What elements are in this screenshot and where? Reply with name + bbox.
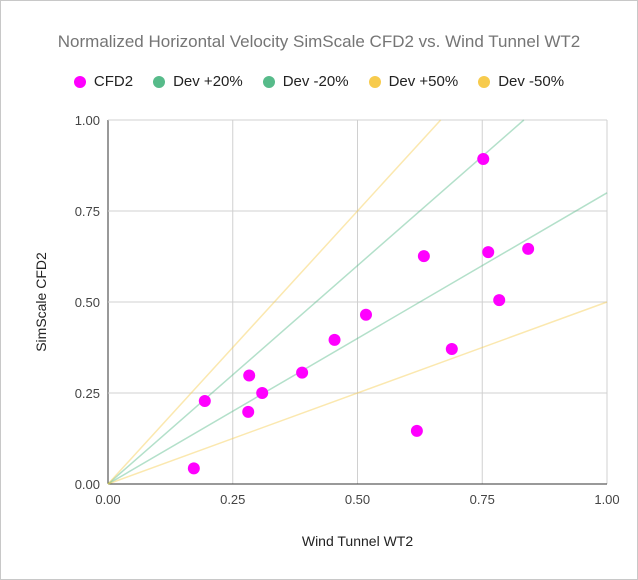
data-point <box>187 462 200 475</box>
data-point <box>359 308 372 321</box>
legend-item[interactable]: Dev -50% <box>478 73 564 90</box>
y-tick-label: 1.00 <box>75 113 100 128</box>
deviation-line <box>107 119 525 485</box>
legend-marker-icon <box>478 75 491 88</box>
legend-item[interactable]: Dev +20% <box>153 73 243 90</box>
legend-item[interactable]: CFD2 <box>73 73 134 90</box>
y-tick-label: 0.25 <box>75 386 100 401</box>
data-point <box>242 405 255 418</box>
data-point <box>328 333 341 346</box>
data-point <box>243 369 256 382</box>
data-point <box>522 242 535 255</box>
y-tick-label: 0.75 <box>75 204 100 219</box>
data-point <box>296 366 309 379</box>
legend-marker-icon <box>262 75 275 88</box>
deviation-line <box>107 301 608 485</box>
data-point <box>256 387 269 399</box>
legend-label: CFD2 <box>93 73 134 90</box>
legend-marker-icon <box>73 75 86 88</box>
deviation-line <box>107 192 608 485</box>
y-tick-label: 0.50 <box>75 295 100 310</box>
x-tick-label: 0.00 <box>95 492 120 507</box>
legend-marker-icon <box>153 75 166 88</box>
legend-marker-icon <box>368 75 381 88</box>
data-point <box>445 342 458 355</box>
x-axis-label: Wind Tunnel WT2 <box>302 533 413 549</box>
y-tick-label: 0.00 <box>75 477 100 492</box>
legend-item[interactable]: Dev -20% <box>262 73 349 90</box>
x-tick-label: 0.75 <box>470 492 495 507</box>
data-point <box>417 250 430 263</box>
x-tick-label: 0.50 <box>345 492 370 507</box>
legend-label: Dev -50% <box>498 73 565 90</box>
chart-title: Normalized Horizontal Velocity SimScale … <box>57 32 581 51</box>
legend-item[interactable]: Dev +50% <box>368 73 459 90</box>
data-point <box>410 424 423 437</box>
data-point <box>493 294 506 307</box>
x-tick-label: 1.00 <box>594 492 619 507</box>
data-point <box>198 395 211 408</box>
legend: CFD2 Dev +20% Dev -20% Dev +50% Dev -50% <box>0 73 638 90</box>
legend-label: Dev +50% <box>388 73 459 90</box>
legend-label: Dev +20% <box>173 73 243 90</box>
data-point <box>482 246 495 259</box>
y-axis-label: SimScale CFD2 <box>33 252 49 352</box>
data-point <box>477 152 490 165</box>
x-tick-label: 0.25 <box>220 492 245 507</box>
deviation-line <box>107 119 442 485</box>
legend-label: Dev -20% <box>282 73 349 90</box>
